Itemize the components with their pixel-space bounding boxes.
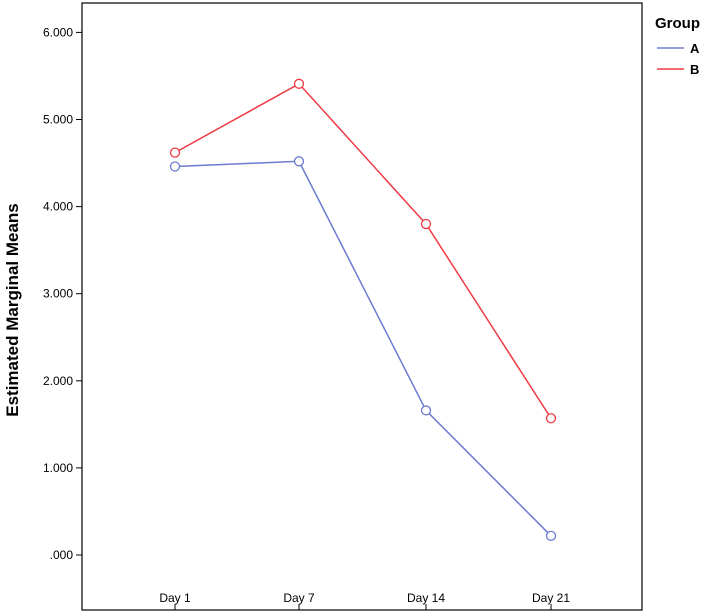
legend-label-a: A	[690, 41, 700, 56]
series-a-point	[420, 405, 432, 416]
x-axis: Day 1 Day 7 Day 14 Day 21	[159, 591, 570, 610]
legend: Group AB	[655, 15, 700, 77]
y-tick-label: 3.000	[43, 287, 73, 301]
y-tick-label: 1.000	[43, 461, 73, 475]
legend-title: Group	[655, 15, 700, 32]
series-b-line	[174, 82, 552, 419]
legend-label-b: B	[690, 62, 699, 77]
y-axis-title: Estimated Marginal Means	[3, 203, 22, 417]
y-axis: .000 1.000 2.000 3.000 4.000 5.000 6.000	[43, 25, 82, 562]
series-a-point	[545, 530, 557, 541]
y-tick-label: 4.000	[43, 200, 73, 214]
series-b-point	[169, 147, 181, 158]
x-tick-label: Day 7	[283, 591, 315, 605]
x-tick-label: Day 21	[532, 591, 570, 605]
y-tick-label: .000	[50, 548, 74, 562]
y-tick-label: 5.000	[43, 113, 73, 127]
x-tick-label: Day 1	[159, 591, 191, 605]
x-tick-label: Day 14	[407, 591, 445, 605]
series-b-point	[420, 218, 432, 230]
y-tick-label: 2.000	[43, 374, 73, 388]
series-b-point	[293, 78, 305, 89]
series-b-point	[545, 413, 557, 424]
series-a-point	[293, 156, 305, 167]
series-a-line	[174, 160, 552, 537]
y-tick-label: 6.000	[43, 25, 73, 39]
series-layer	[169, 78, 557, 541]
plot-frame	[81, 2, 643, 611]
series-a-point	[169, 161, 181, 172]
